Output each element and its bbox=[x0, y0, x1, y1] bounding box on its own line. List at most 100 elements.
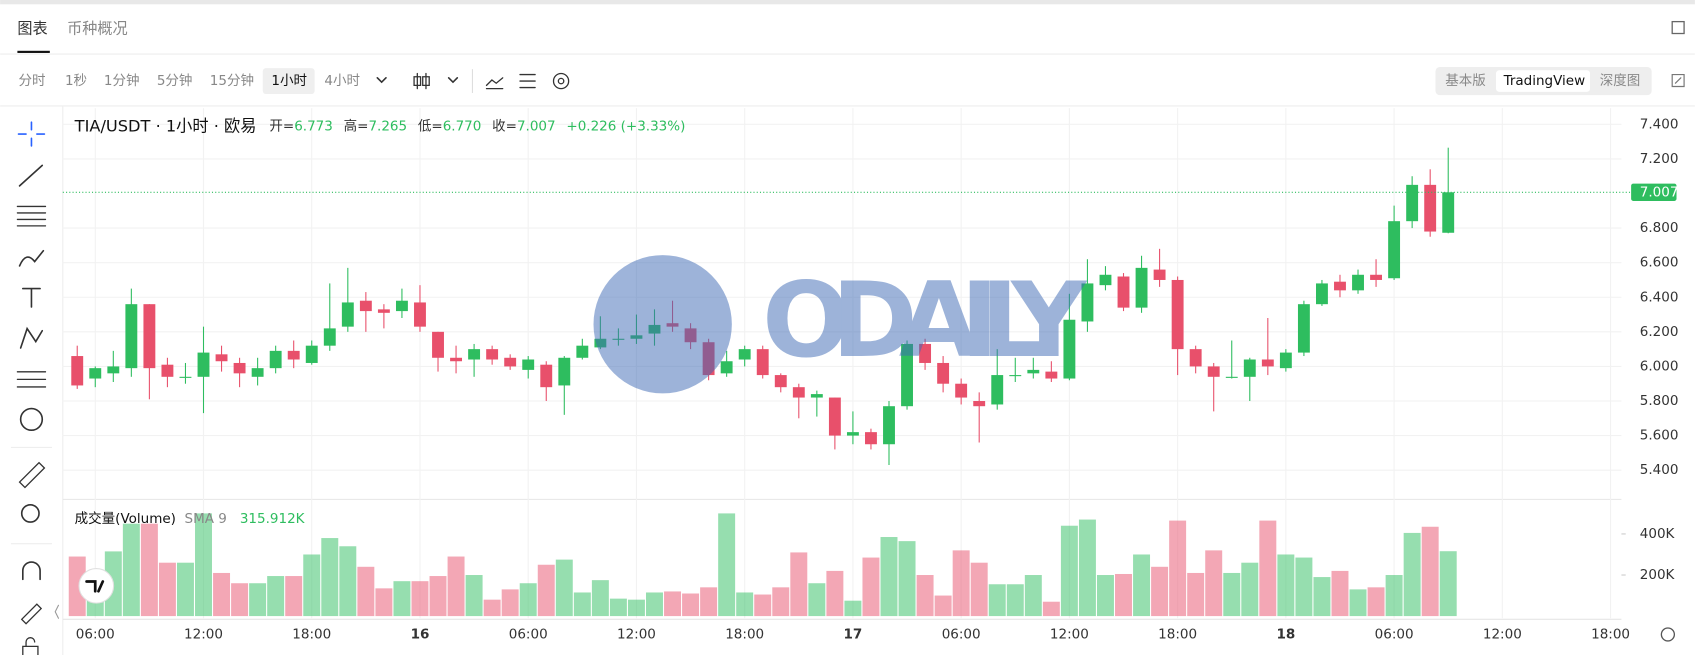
volume-bar bbox=[537, 564, 555, 617]
prediction-tool[interactable] bbox=[16, 371, 47, 388]
trendline-tool[interactable] bbox=[18, 164, 44, 187]
interval-active[interactable]: 1小时 bbox=[271, 73, 307, 89]
candle-body bbox=[432, 331, 444, 358]
gear-icon[interactable] bbox=[552, 72, 570, 90]
interval[interactable]: 4小时 bbox=[324, 73, 360, 89]
axis-settings-icon[interactable] bbox=[1660, 627, 1676, 642]
crosshair-tool[interactable] bbox=[17, 121, 46, 147]
candle-body bbox=[991, 375, 1004, 405]
y-tick-label: 200K bbox=[1640, 567, 1676, 583]
volume-bar bbox=[122, 523, 140, 617]
candle-body bbox=[1117, 276, 1130, 308]
chevron[interactable] bbox=[447, 77, 459, 84]
fullscreen-icon[interactable] bbox=[1671, 73, 1685, 88]
view-depth[interactable]: 深度图 bbox=[1600, 73, 1641, 89]
candle-body bbox=[883, 406, 895, 445]
candle-body bbox=[1352, 274, 1364, 291]
candle-body bbox=[738, 349, 751, 360]
x-tick-label: 06:00 bbox=[942, 626, 981, 642]
volume-bar bbox=[700, 587, 718, 617]
ruler-tool[interactable] bbox=[18, 461, 46, 489]
interval[interactable]: 1秒 bbox=[65, 73, 87, 89]
volume-bar bbox=[826, 570, 844, 617]
volume-bar bbox=[1115, 573, 1132, 617]
chart-title: TIA/USDT · 1小时 · 欧易 bbox=[74, 116, 257, 135]
volume-bar bbox=[195, 513, 212, 617]
candle-body bbox=[414, 302, 426, 327]
volume-bar bbox=[898, 541, 916, 617]
volume-bar bbox=[952, 550, 970, 617]
candle-body bbox=[973, 401, 986, 407]
candle-body bbox=[377, 309, 390, 313]
pattern-tool[interactable] bbox=[19, 326, 44, 349]
view-active-bg bbox=[1496, 70, 1591, 92]
candle-body bbox=[1315, 283, 1328, 305]
magnet-tool[interactable] bbox=[21, 561, 41, 581]
candle-body bbox=[522, 359, 535, 370]
pen-lock-tool[interactable] bbox=[20, 603, 43, 625]
candle-body bbox=[341, 302, 354, 327]
y-tick-label: 5.400 bbox=[1640, 462, 1679, 478]
volume-bar bbox=[447, 556, 465, 617]
x-tick-label: 18:00 bbox=[292, 626, 331, 642]
x-tick-label: 06:00 bbox=[76, 626, 115, 642]
plot: 06:00 12:00 18:00 16 06:00 12:00 18:00 17 06:00 1… bbox=[62, 108, 1679, 642]
interval[interactable]: 分时 bbox=[18, 73, 45, 89]
candle-body bbox=[305, 345, 318, 363]
candle-body bbox=[1207, 366, 1220, 377]
interval-active-bg bbox=[262, 68, 315, 95]
x-tick-label: 16 bbox=[411, 626, 430, 642]
volume-indicator: SMA 9 bbox=[185, 511, 227, 527]
zoom-tool[interactable] bbox=[20, 503, 40, 523]
candle-icon[interactable] bbox=[413, 72, 430, 90]
candle-body bbox=[937, 362, 950, 384]
window-icon[interactable] bbox=[1671, 20, 1685, 35]
candle-body bbox=[774, 375, 787, 388]
interval[interactable]: 1分钟 bbox=[104, 72, 140, 89]
candle-body bbox=[919, 343, 932, 363]
candle-body bbox=[1135, 267, 1148, 308]
view-tradingview[interactable]: TradingView bbox=[1503, 73, 1586, 89]
tab-overview[interactable]: 币种概况 bbox=[67, 20, 128, 38]
legend-value: 7.007 bbox=[517, 118, 556, 134]
volume-bar bbox=[1295, 557, 1313, 617]
interval[interactable]: 5分钟 bbox=[157, 72, 193, 89]
candle-body bbox=[756, 349, 769, 376]
volume-bar bbox=[970, 562, 988, 617]
candle-body bbox=[576, 345, 589, 358]
legend-value: 6.773 bbox=[294, 118, 333, 134]
candle-body bbox=[450, 357, 462, 362]
tab-chart[interactable]: 图表 bbox=[17, 20, 47, 38]
candle-body bbox=[846, 432, 859, 436]
indicator-icon[interactable] bbox=[485, 77, 504, 90]
candle-body bbox=[1225, 376, 1238, 378]
volume-bar bbox=[213, 572, 231, 617]
candle-body bbox=[269, 350, 282, 369]
interval[interactable]: 15分钟 bbox=[210, 72, 254, 89]
volume-bar bbox=[808, 583, 826, 617]
candle-body bbox=[395, 300, 408, 312]
candle-body bbox=[1388, 221, 1401, 279]
volume-legend: 成交量(Volume) SMA 9 315.912K bbox=[75, 510, 306, 527]
volume-bar bbox=[718, 513, 736, 617]
y-tick-label: 400K bbox=[1640, 526, 1676, 542]
volume-bar bbox=[501, 589, 519, 617]
volume-bar bbox=[1403, 532, 1421, 617]
settings-list-icon[interactable] bbox=[519, 73, 536, 89]
emoji-tool[interactable] bbox=[19, 407, 44, 431]
brush-tool[interactable] bbox=[18, 249, 45, 267]
lock-tool[interactable] bbox=[22, 637, 39, 655]
candle-body bbox=[792, 387, 805, 398]
chevron[interactable] bbox=[376, 77, 387, 84]
volume-bar bbox=[357, 566, 375, 617]
fib-tool[interactable] bbox=[16, 205, 47, 227]
x-tick-label: 06:00 bbox=[1375, 626, 1414, 642]
candle-body bbox=[143, 304, 156, 369]
text-tool[interactable] bbox=[21, 287, 41, 308]
x-tick-label: 18:00 bbox=[1591, 626, 1630, 642]
view-basic[interactable]: 基本版 bbox=[1445, 72, 1486, 89]
volume-bar bbox=[321, 538, 339, 617]
collapse-toggle[interactable] bbox=[54, 604, 60, 619]
volume-bar bbox=[1223, 572, 1241, 617]
candle-body bbox=[1406, 184, 1419, 222]
